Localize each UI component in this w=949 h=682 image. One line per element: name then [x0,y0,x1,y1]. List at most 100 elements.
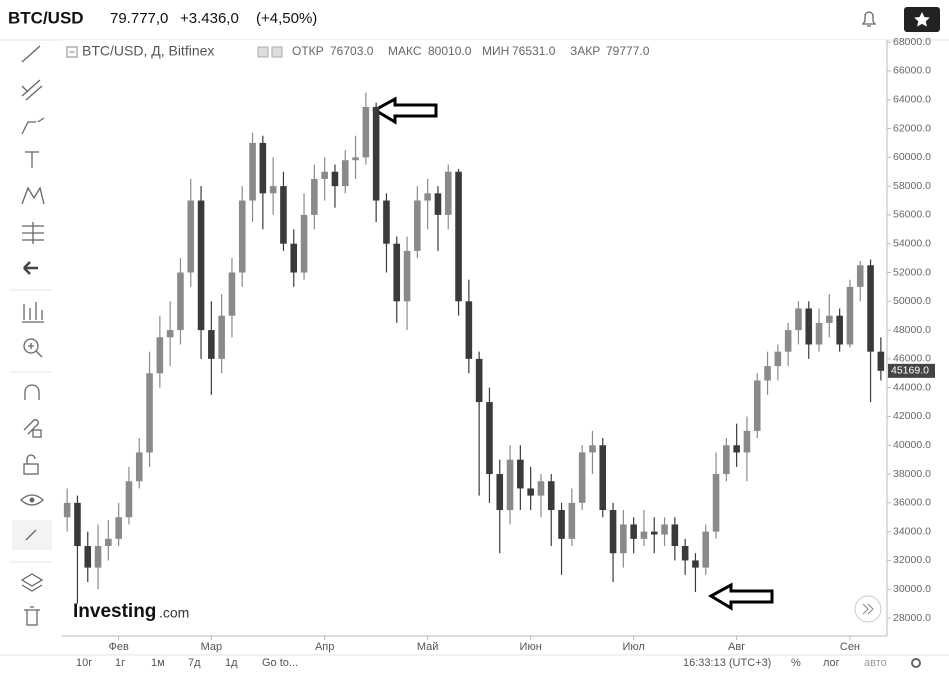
candle-body [558,510,565,539]
tool-icon[interactable] [25,151,39,168]
x-tick-label: Июн [520,641,542,653]
y-tick-label: 44000.0 [893,381,931,393]
candle-body [599,445,607,511]
option-button[interactable]: % [791,657,801,669]
candle-body [589,445,596,453]
range-button[interactable]: 1д [225,657,238,669]
candle-body [105,538,112,547]
range-button[interactable]: Go to... [262,657,298,669]
last-price-label: 45169.0 [891,365,929,377]
settings-icon[interactable] [911,658,921,668]
y-tick-label: 30000.0 [893,583,931,595]
candle-body [414,200,421,251]
candle-body [249,142,256,201]
candle-body [630,524,637,539]
x-tick-label: Май [417,641,439,653]
tool-icon[interactable] [20,573,44,592]
candle-body [753,380,761,431]
tool-icon[interactable] [23,419,42,438]
candle-body [650,531,658,535]
favorite-button[interactable] [904,7,940,32]
y-tick-label: 60000.0 [893,151,931,163]
legend-value: 79777.0 [606,44,650,58]
candle-body [805,308,813,345]
bell-icon[interactable] [861,11,877,27]
candle-body [692,560,699,568]
candle-body [115,517,122,539]
candle-body [74,502,81,547]
brand: Investing [73,601,156,622]
candle-body [537,481,545,496]
candle-body [671,524,679,547]
drawing-toolbar [10,45,52,626]
candle-body [84,546,92,568]
candle-body [331,171,339,187]
tool-icon[interactable] [21,79,43,101]
y-tick-label: 40000.0 [893,439,931,451]
candle-body [836,315,843,345]
arrow-annotation [707,582,774,611]
candle-body [733,445,740,453]
y-tick-label: 42000.0 [893,410,931,422]
symbol: BTC/USD [8,8,84,27]
arrow-annotation [371,96,438,125]
candle-body [455,171,462,302]
candle-body [424,193,431,201]
range-button[interactable]: 10г [76,657,92,669]
x-tick-label: Июл [622,641,644,653]
tool-icon[interactable] [24,384,40,400]
last-price-marker [888,363,935,378]
tool-icon[interactable] [22,302,44,323]
range-button[interactable]: 7д [188,657,201,669]
tool-icon[interactable] [23,261,38,275]
y-tick-label: 54000.0 [893,237,931,249]
candle-body [764,366,771,381]
candle-body [238,200,246,273]
candle-body [681,546,689,561]
y-tick-label: 46000.0 [893,353,931,365]
time-label: 16:33:13 (UTC+3) [683,657,771,669]
candle-body [444,171,452,215]
brand-suffix: .com [159,605,189,621]
scroll-button[interactable] [854,595,882,623]
candle-body [712,474,720,532]
option-button[interactable]: лог [823,657,840,669]
legend-symbol: BTC/USD, Д, Bitfinex [82,43,214,59]
candle-body [383,200,390,244]
tool-icon[interactable] [22,222,44,244]
y-tick-label: 48000.0 [893,324,931,336]
candle-body [475,358,483,403]
candle-body [208,330,215,359]
y-tick-label: 36000.0 [893,497,931,509]
candle-body [640,531,648,539]
candle-body [290,243,298,273]
legend-label: МАКС [388,44,422,58]
range-button[interactable]: 1г [115,657,125,669]
tool-icon[interactable] [23,338,43,358]
tool-icon[interactable] [21,45,41,63]
tool-icon[interactable] [21,186,45,205]
candle-body [300,214,308,273]
candle-body [527,488,534,496]
candle-body [877,351,885,371]
candle-body [156,337,164,374]
tool-icon[interactable] [24,606,40,626]
x-tick-label: Авг [728,641,745,653]
tool-icon[interactable] [23,454,39,475]
candle-body [259,142,267,194]
option-button[interactable]: авто [864,657,887,669]
legend-value: 76703.0 [330,44,374,58]
candle-body [846,286,854,345]
tool-icon[interactable] [21,117,45,135]
y-tick-label: 66000.0 [893,65,931,77]
tool-icon[interactable] [12,520,52,550]
range-button[interactable]: 1м [151,657,165,669]
candle-body [63,502,71,518]
tool-icon[interactable] [20,494,44,506]
candle-body [218,315,225,359]
candle-body [372,106,380,201]
candle-body [784,330,792,352]
legend-value: 76531.0 [512,44,556,58]
y-tick-label: 58000.0 [893,180,931,192]
